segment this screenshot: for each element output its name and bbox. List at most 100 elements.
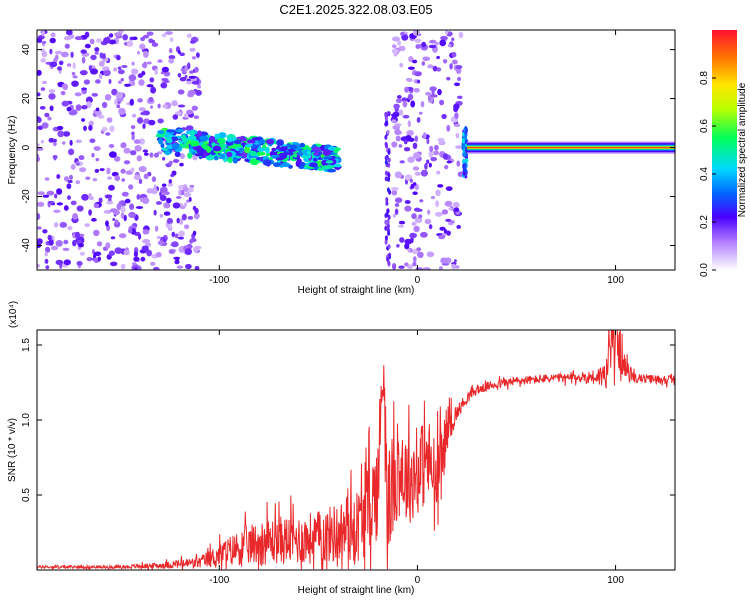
- spectrogram-xlabel: Height of straight line (km): [298, 285, 415, 296]
- spectrogram-noise-cell: [66, 183, 72, 190]
- spectrogram-noise-cell: [412, 191, 418, 195]
- spectrogram-noise-cell: [50, 32, 56, 38]
- spectrogram-noise-cell: [37, 92, 41, 97]
- spectrogram-spike-cell: [462, 158, 466, 164]
- spectrogram-noise-cell: [454, 82, 460, 87]
- spectrogram-noise-cell: [120, 168, 126, 174]
- spectrogram-noise-cell: [177, 50, 181, 54]
- spectrogram-spike-cell: [386, 129, 390, 135]
- spectrogram-noise-cell: [448, 43, 452, 48]
- spectrogram-noise-cell: [453, 259, 457, 263]
- spectrogram-noise-cell: [66, 63, 72, 67]
- spectrogram-noise-cell: [149, 77, 155, 83]
- spectrogram-spike-cell: [386, 187, 390, 193]
- spectrogram-noise-cell: [396, 95, 402, 99]
- spectrogram-noise-cell: [150, 105, 153, 109]
- spectrogram-noise-cell: [397, 40, 401, 46]
- spectrogram-noise-cell: [172, 159, 180, 163]
- spectrogram-noise-cell: [99, 52, 104, 59]
- spectrogram-noise-cell: [72, 239, 77, 247]
- spectrogram-noise-cell: [108, 144, 115, 148]
- spectrogram-noise-cell: [189, 70, 194, 74]
- spectrogram-noise-cell: [396, 244, 400, 248]
- y-tick-label: 20: [21, 93, 32, 105]
- spectrogram-noise-cell: [143, 34, 150, 39]
- spectrogram-noise-cell: [140, 111, 147, 116]
- snr-series-line: [37, 330, 675, 570]
- spectrogram-spike-cell: [388, 252, 392, 258]
- spectrogram-noise-cell: [137, 98, 144, 103]
- spectrogram-noise-cell: [415, 44, 421, 49]
- spectrogram-noise-cell: [71, 71, 76, 76]
- spectrogram-noise-cell: [167, 182, 174, 187]
- spectrogram-noise-cell: [402, 114, 410, 119]
- spectrogram-band-cell: [179, 142, 187, 149]
- y-tick-label: 1.0: [21, 413, 32, 427]
- spectrogram-noise-cell: [129, 98, 134, 106]
- spectrogram-noise-cell: [50, 245, 59, 251]
- spectrogram-noise-cell: [121, 178, 125, 182]
- spectrogram-noise-cell: [186, 109, 194, 115]
- spectrogram-noise-cell: [63, 205, 69, 211]
- spectrogram-noise-cell: [62, 247, 70, 251]
- spectrogram-band-cell: [327, 146, 336, 152]
- spectrogram-spike-cell: [384, 159, 388, 165]
- spectrogram-band-cell: [262, 159, 272, 166]
- spectrogram-noise-cell: [48, 89, 56, 94]
- spectrogram-noise-cell: [93, 146, 101, 151]
- spectrogram-band-cell: [316, 160, 324, 166]
- spectrogram-band-cell: [238, 147, 244, 152]
- spectrogram-noise-cell: [136, 117, 144, 124]
- spectrogram-band-cell: [276, 139, 284, 147]
- spectrogram-noise-cell: [40, 48, 45, 52]
- spectrogram-noise-cell: [106, 200, 114, 205]
- spectrogram-noise-cell: [404, 205, 412, 212]
- spectrogram-band-cell: [208, 135, 216, 143]
- spectrogram-band-cell: [218, 132, 227, 139]
- spectrogram-noise-cell: [395, 135, 401, 142]
- spectrogram-band-cell: [308, 162, 318, 168]
- spectrogram-noise-cell: [407, 93, 414, 101]
- spectrogram-noise-cell: [439, 39, 447, 47]
- spectrogram-noise-cell: [98, 73, 103, 80]
- spectrogram-noise-cell: [400, 32, 405, 36]
- spectrogram-band-cell: [265, 153, 271, 157]
- spectrogram-noise-cell: [124, 198, 131, 204]
- spectrogram-spike-cell: [384, 134, 388, 140]
- spectrogram-noise-cell: [179, 77, 187, 82]
- spectrogram-noise-cell: [428, 44, 437, 49]
- spectrogram-noise-cell: [128, 211, 136, 218]
- spectrogram-noise-cell: [455, 145, 463, 149]
- spectrogram-noise-cell: [130, 125, 136, 130]
- spectrogram-noise-cell: [168, 55, 176, 60]
- spectrogram-noise-cell: [108, 79, 112, 84]
- spectrogram-noise-cell: [118, 233, 127, 239]
- spectrogram-band-cell: [219, 153, 226, 160]
- spectrogram-noise-cell: [454, 207, 459, 212]
- spectrogram-band-cell: [190, 140, 200, 147]
- spectrogram-noise-cell: [415, 208, 423, 212]
- spectrogram-spike-cell: [387, 149, 391, 155]
- spectrogram-noise-cell: [75, 139, 82, 144]
- spectrogram-noise-cell: [131, 68, 139, 75]
- spectrogram-band-cell: [297, 150, 303, 156]
- spectrogram-noise-cell: [75, 180, 81, 185]
- spectrogram-band-cell: [246, 139, 256, 144]
- spectrogram-noise-cell: [419, 199, 424, 203]
- spectrogram-band-cell: [166, 137, 173, 144]
- spectrogram-noise-cell: [130, 82, 136, 86]
- spectrogram-noise-cell: [53, 209, 61, 213]
- spectrogram-noise-cell: [48, 239, 54, 246]
- spectrogram-spike-cell: [384, 239, 388, 245]
- spectrogram-noise-cell: [409, 232, 417, 239]
- spectrogram-noise-cell: [414, 171, 421, 176]
- spectrogram-noise-cell: [436, 67, 442, 72]
- spectrogram-noise-cell: [414, 38, 422, 43]
- spectrogram-noise-cell: [49, 48, 53, 55]
- spectrogram-noise-cell: [413, 88, 420, 93]
- spectrogram-noise-cell: [407, 120, 411, 128]
- spectrogram-noise-cell: [68, 148, 75, 156]
- spectrogram-panel: -100 0 100 -40 -20 0 20 40 Height of straight l…: [7, 29, 676, 296]
- spectrogram-noise-cell: [412, 30, 421, 36]
- spectrogram-noise-cell: [81, 193, 89, 201]
